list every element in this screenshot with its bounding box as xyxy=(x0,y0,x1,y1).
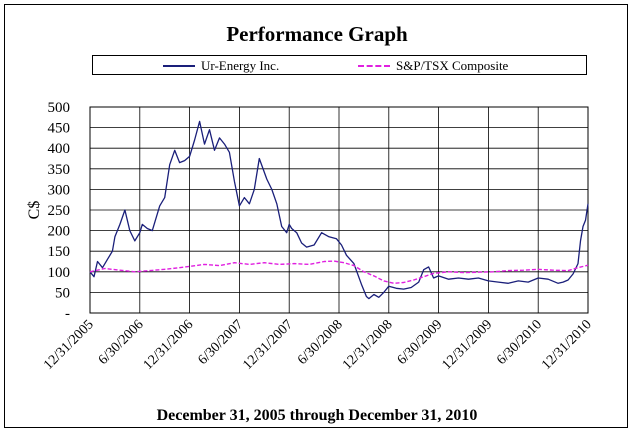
x-tick-label: 6/30/2008 xyxy=(295,317,346,368)
legend-label-ur-energy: Ur-Energy Inc. xyxy=(201,57,280,73)
legend-label-sptsx: S&P/TSX Composite xyxy=(396,57,509,73)
legend-item-sptsx: S&P/TSX Composite xyxy=(358,57,508,74)
x-tick-label: 6/30/2009 xyxy=(395,317,446,368)
y-tick-label: 450 xyxy=(48,121,71,137)
series-line-ur-energy xyxy=(89,120,589,300)
y-tick-label: 300 xyxy=(48,182,71,198)
x-tick-label: 6/30/2010 xyxy=(494,317,545,368)
x-tick-label: 12/31/2006 xyxy=(141,317,197,373)
chart-title: Performance Graph xyxy=(226,22,408,46)
x-tick-label: 12/31/2007 xyxy=(240,317,296,373)
y-tick-label: 50 xyxy=(55,285,70,301)
legend-swatch-ur-energy xyxy=(163,64,195,67)
x-tick-label: 12/31/2010 xyxy=(539,317,595,373)
chart-legend: Ur-Energy Inc. S&P/TSX Composite xyxy=(92,55,587,75)
y-tick-label: 250 xyxy=(48,203,71,219)
chart-subtitle: December 31, 2005 through December 31, 2… xyxy=(156,407,478,424)
y-tick-label: 200 xyxy=(48,224,71,240)
x-tick-label: 12/31/2005 xyxy=(41,317,97,373)
x-tick-label: 6/30/2007 xyxy=(195,317,246,368)
y-tick-label: 350 xyxy=(48,162,71,178)
y-tick-label: 100 xyxy=(48,265,71,281)
y-tick-label: 150 xyxy=(48,244,71,260)
x-tick-label: 12/31/2008 xyxy=(340,317,396,373)
y-axis-label: C$ xyxy=(26,201,43,220)
series-line-sptsx xyxy=(89,260,589,284)
y-tick-label-zero: - xyxy=(65,306,70,322)
x-tick-label: 6/30/2006 xyxy=(96,317,147,368)
y-tick-label: 500 xyxy=(48,100,71,116)
x-tick-label: 12/31/2009 xyxy=(440,317,496,373)
legend-item-ur-energy: Ur-Energy Inc. xyxy=(163,57,279,74)
legend-swatch-sptsx xyxy=(358,64,390,67)
y-tick-label: 400 xyxy=(48,141,71,157)
